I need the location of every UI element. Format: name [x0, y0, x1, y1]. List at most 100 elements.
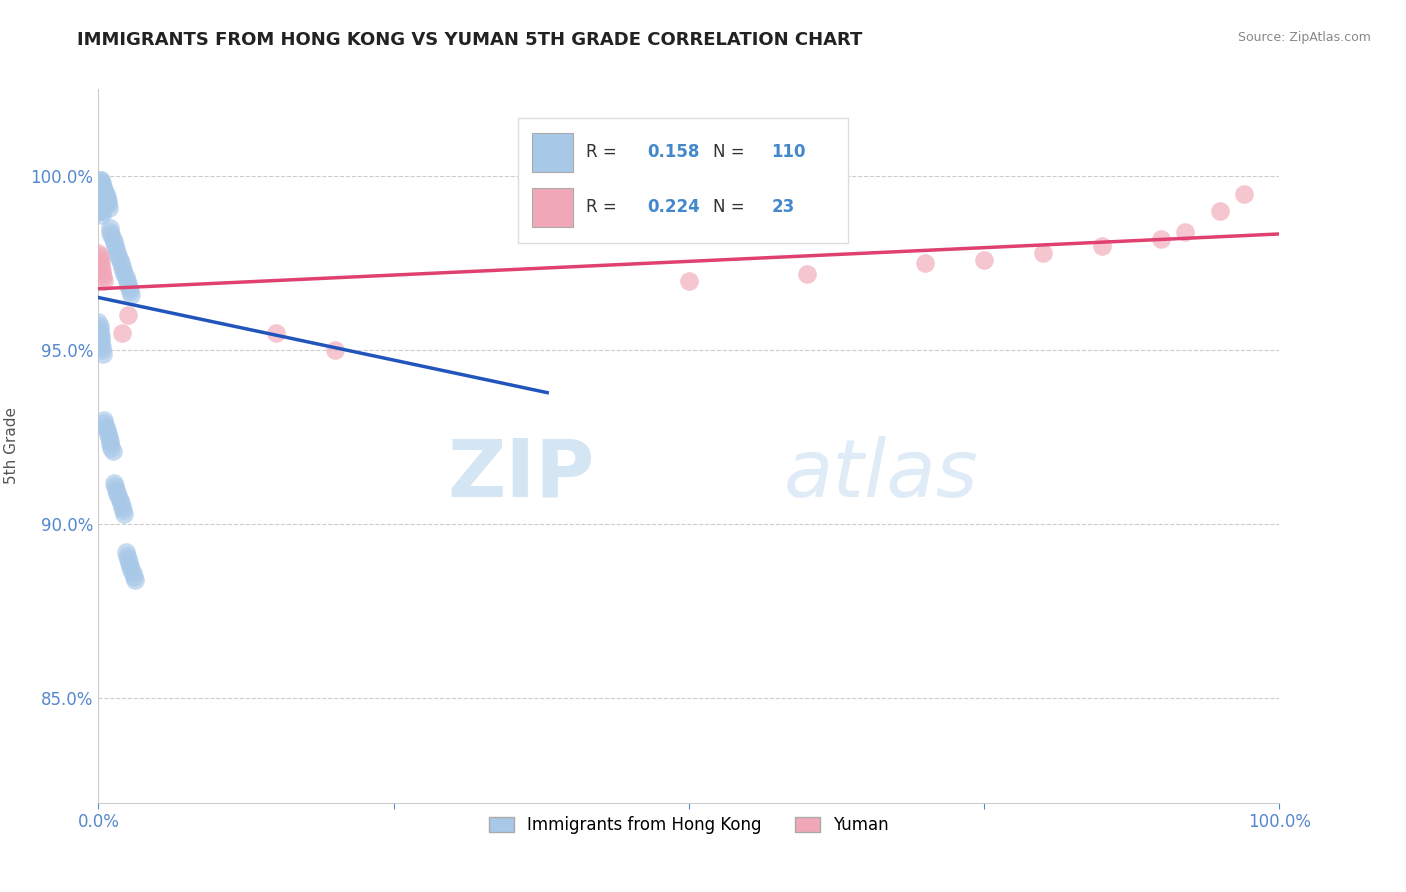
Point	[110, 496, 132, 510]
Point	[90, 183, 112, 197]
Point	[89, 201, 111, 215]
Point	[111, 500, 134, 514]
Point	[104, 239, 127, 253]
Point	[93, 190, 115, 204]
Point	[91, 194, 114, 208]
Text: 0.158: 0.158	[648, 143, 700, 161]
Bar	[517, 118, 848, 243]
Point	[90, 256, 112, 270]
Point	[91, 343, 114, 358]
Point	[89, 179, 111, 194]
Point	[105, 245, 128, 260]
Point	[103, 475, 125, 490]
Point	[89, 322, 111, 336]
Point	[91, 267, 114, 281]
Point	[89, 172, 111, 186]
Point	[264, 326, 287, 340]
Point	[90, 197, 112, 211]
Point	[87, 176, 110, 190]
Point	[108, 492, 131, 507]
Point	[93, 417, 115, 431]
Point	[87, 245, 110, 260]
Point	[89, 183, 111, 197]
Point	[101, 444, 124, 458]
Point	[87, 315, 110, 329]
Point	[94, 194, 117, 208]
Point	[89, 249, 111, 263]
Point	[121, 287, 143, 301]
Text: R =: R =	[586, 198, 623, 216]
Point	[91, 201, 114, 215]
Point	[91, 197, 114, 211]
Point	[122, 569, 145, 583]
Point	[91, 186, 114, 201]
Point	[91, 190, 114, 204]
Point	[89, 197, 111, 211]
Point	[112, 507, 135, 521]
Point	[105, 243, 128, 257]
Point	[94, 190, 117, 204]
Point	[105, 486, 128, 500]
Point	[90, 201, 112, 215]
Point	[97, 194, 120, 208]
Point	[115, 274, 138, 288]
Point	[112, 503, 135, 517]
Point	[90, 333, 112, 347]
Point	[89, 326, 111, 340]
Legend: Immigrants from Hong Kong, Yuman: Immigrants from Hong Kong, Yuman	[482, 810, 896, 841]
Y-axis label: 5th Grade: 5th Grade	[4, 408, 20, 484]
Point	[91, 183, 114, 197]
Point	[93, 413, 115, 427]
Point	[973, 252, 995, 267]
Point	[124, 573, 146, 587]
Point	[89, 204, 111, 219]
Point	[118, 556, 141, 570]
Point	[94, 420, 117, 434]
Point	[1150, 232, 1173, 246]
Bar	[531, 133, 574, 172]
Point	[111, 326, 134, 340]
Point	[91, 340, 114, 354]
Point	[91, 176, 114, 190]
Point	[91, 201, 114, 215]
Point	[98, 201, 121, 215]
Point	[89, 194, 111, 208]
Point	[91, 190, 114, 204]
Point	[121, 563, 143, 577]
Point	[117, 277, 139, 292]
Point	[1091, 239, 1114, 253]
Bar	[531, 187, 574, 227]
Point	[96, 194, 118, 208]
Point	[117, 309, 139, 323]
Point	[323, 343, 346, 358]
Point	[107, 490, 129, 504]
Point	[1032, 245, 1054, 260]
Point	[91, 270, 114, 285]
Text: atlas: atlas	[783, 435, 979, 514]
Point	[105, 483, 128, 497]
Text: N =: N =	[713, 143, 749, 161]
Point	[91, 347, 114, 361]
Text: ZIP: ZIP	[447, 435, 595, 514]
Point	[90, 204, 112, 219]
Point	[104, 479, 127, 493]
Point	[101, 232, 124, 246]
Point	[112, 263, 135, 277]
Text: 0.224: 0.224	[648, 198, 700, 216]
Point	[93, 183, 115, 197]
Text: 110: 110	[772, 143, 806, 161]
Point	[117, 552, 139, 566]
Point	[91, 179, 114, 194]
Point	[98, 434, 121, 448]
Point	[108, 252, 131, 267]
Point	[678, 274, 700, 288]
Point	[98, 221, 121, 235]
Point	[91, 204, 114, 219]
Point	[93, 194, 115, 208]
Point	[120, 559, 142, 574]
Point	[118, 280, 141, 294]
Point	[89, 190, 111, 204]
Point	[90, 336, 112, 351]
Point	[90, 260, 112, 274]
Point	[120, 284, 142, 298]
